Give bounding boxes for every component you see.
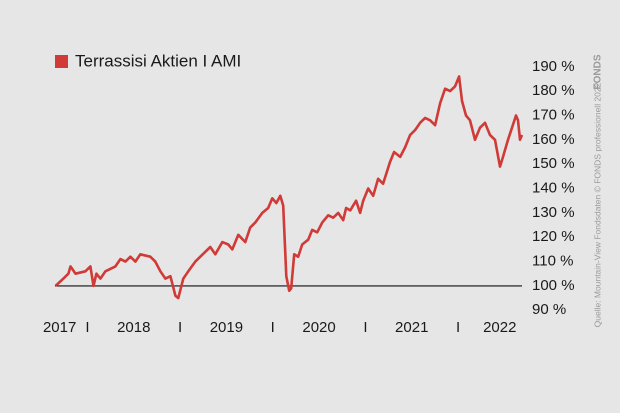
x-tick-label: 2019 xyxy=(210,319,243,336)
x-tick-label: I xyxy=(456,319,460,336)
y-tick-label: 130 % xyxy=(532,204,575,221)
y-tick-label: 90 % xyxy=(532,301,566,318)
x-tick-label: I xyxy=(363,319,367,336)
y-tick-label: 180 % xyxy=(532,82,575,99)
source-note: Quelle: Mountain-View Fondsdaten © FONDS… xyxy=(592,82,602,327)
y-tick-label: 100 % xyxy=(532,277,575,294)
y-tick-label: 170 % xyxy=(532,106,575,123)
y-tick-label: 120 % xyxy=(532,228,575,245)
logo: FONDS xyxy=(593,54,604,89)
x-tick-label: I xyxy=(178,319,182,336)
legend-swatch xyxy=(55,55,68,68)
x-tick-label: 2022 xyxy=(483,319,516,336)
x-tick-label: I xyxy=(271,319,275,336)
x-tick-label: 2021 xyxy=(395,319,428,336)
y-tick-label: 150 % xyxy=(532,155,575,172)
x-tick-label: 2017 xyxy=(43,319,76,336)
y-tick-label: 190 % xyxy=(532,58,575,75)
legend-label: Terrassisi Aktien I AMI xyxy=(75,51,241,70)
x-tick-label: I xyxy=(85,319,89,336)
x-tick-label: 2018 xyxy=(117,319,150,336)
y-tick-label: 140 % xyxy=(532,179,575,196)
series-line xyxy=(54,75,524,300)
y-tick-label: 160 % xyxy=(532,131,575,148)
x-tick-label: 2020 xyxy=(302,319,335,336)
y-tick-label: 110 % xyxy=(532,253,573,270)
